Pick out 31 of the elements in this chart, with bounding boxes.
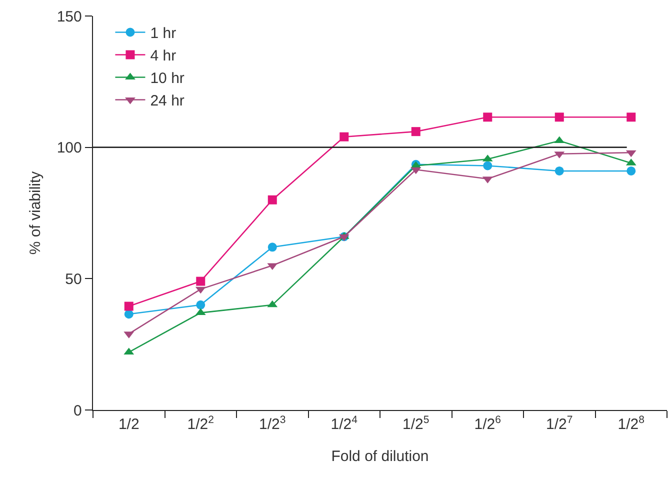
x-tick-label: 1/2$^{7}$ bbox=[546, 414, 573, 434]
y-tick-label: 0 bbox=[74, 402, 82, 420]
y-tick-label: 50 bbox=[65, 270, 82, 288]
point bbox=[124, 302, 134, 311]
x-tick-label: 1/2$^{5}$ bbox=[402, 414, 430, 434]
y-tick-label: 150 bbox=[56, 8, 82, 26]
x-tick-label: 1/2$^{2}$ bbox=[187, 414, 214, 434]
x-tick-label: 1/2 bbox=[118, 416, 140, 434]
point bbox=[626, 166, 636, 176]
point bbox=[268, 195, 277, 204]
point bbox=[554, 112, 564, 122]
point bbox=[626, 112, 636, 122]
legend-label: 1 hr bbox=[150, 25, 176, 42]
point bbox=[483, 112, 492, 122]
point bbox=[340, 132, 349, 142]
point bbox=[196, 300, 206, 310]
legend-label: 24 hr bbox=[150, 92, 184, 110]
x-axis-title: Fold of dilution bbox=[331, 448, 429, 466]
point bbox=[554, 166, 564, 176]
point bbox=[483, 161, 492, 170]
x-tick-label: 1/2$^{6}$ bbox=[474, 414, 502, 434]
point bbox=[411, 127, 420, 136]
y-tick-label: 100 bbox=[56, 140, 82, 157]
y-axis-title: % of viability bbox=[27, 170, 44, 255]
x-tick-label: 1/2$^{8}$ bbox=[618, 414, 645, 434]
point bbox=[268, 242, 277, 252]
x-tick-label: 1/2$^{4}$ bbox=[330, 414, 358, 434]
legend-label: 10 hr bbox=[150, 70, 184, 88]
legend-label: 4 hr bbox=[150, 48, 176, 65]
x-tick-label: 1/2$^{3}$ bbox=[259, 414, 286, 434]
point bbox=[196, 276, 206, 286]
